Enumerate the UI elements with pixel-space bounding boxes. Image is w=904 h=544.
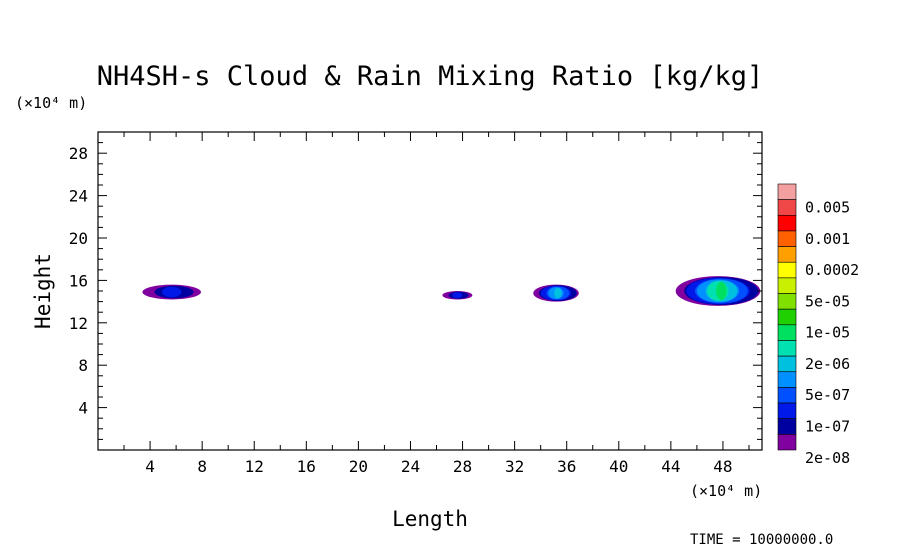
x-tick-label: 28 <box>453 457 472 476</box>
y-tick-label: 8 <box>78 356 88 375</box>
x-tick-label: 44 <box>661 457 680 476</box>
y-tick-label: 24 <box>69 187 88 206</box>
colorbar-label: 5e-05 <box>805 292 850 310</box>
x-tick-label: 36 <box>557 457 576 476</box>
x-tick-label: 12 <box>245 457 264 476</box>
x-tick-label: 40 <box>609 457 628 476</box>
x-tick-label: 32 <box>505 457 524 476</box>
colorbar-swatch <box>777 214 797 232</box>
colorbar-swatch <box>777 277 797 294</box>
colorbar-label: 1e-07 <box>805 418 850 436</box>
colorbar-swatch <box>777 199 797 216</box>
colorbar-label: 0.001 <box>805 230 850 248</box>
colorbar-swatch <box>777 355 797 373</box>
colorbar-label: 2e-08 <box>805 449 850 467</box>
colorbar-swatch <box>777 230 797 247</box>
time-label: TIME = 10000000.0 <box>690 532 833 544</box>
colorbar-swatch <box>777 246 797 263</box>
chart-title: NH4SH-s Cloud & Rain Mixing Ratio [kg/kg… <box>97 61 763 92</box>
y-axis-title: Height <box>31 253 55 329</box>
x-tick-label: 8 <box>197 457 207 476</box>
y-tick-label: 28 <box>69 144 88 163</box>
colorbar-label: 1e-05 <box>805 324 850 342</box>
colorbar-swatch <box>777 434 797 451</box>
cloud-contour <box>554 287 562 299</box>
colorbar-swatch <box>777 418 797 435</box>
colorbar-swatch <box>777 293 797 310</box>
y-tick-label: 16 <box>69 271 88 290</box>
colorbar-swatch <box>777 371 797 388</box>
colorbar-swatch <box>777 402 797 420</box>
y-tick-label: 20 <box>69 229 88 248</box>
x-tick-label: 48 <box>713 457 732 476</box>
colorbar-label: 0.005 <box>805 198 850 216</box>
colorbar-swatch <box>777 340 797 357</box>
x-tick-label: 16 <box>297 457 316 476</box>
x-axis-unit: (×10⁴ m) <box>690 482 762 500</box>
colorbar-swatch <box>777 324 797 341</box>
colorbar-label: 0.0002 <box>805 261 859 279</box>
cloud-contour <box>161 286 182 298</box>
colorbar-swatch <box>777 183 797 200</box>
x-tick-label: 4 <box>145 457 155 476</box>
x-tick-label: 20 <box>349 457 368 476</box>
x-axis: 4 8 12 16 20 24 28 32 36 40 44 48 <box>123 132 750 476</box>
y-axis-unit: (×10⁴ m) <box>15 94 87 112</box>
colorbar-swatch <box>777 308 797 326</box>
y-tick-label: 12 <box>69 314 88 333</box>
cloud-contour <box>716 282 727 300</box>
cloud-contour <box>452 292 463 299</box>
y-axis: 4 8 12 16 20 24 28 <box>69 142 762 440</box>
colorbar-label: 2e-06 <box>805 355 850 373</box>
colorbar-swatch <box>777 261 797 279</box>
colorbar-swatch <box>777 387 797 404</box>
colorbar-label: 5e-07 <box>805 386 850 404</box>
cloud-regions <box>142 276 761 306</box>
x-axis-title: Length <box>392 507 468 531</box>
y-tick-label: 4 <box>78 399 88 418</box>
x-tick-label: 24 <box>401 457 420 476</box>
colorbar: 0.005 0.001 0.0002 5e-05 1e-05 2e-06 5e-07 1e-0… <box>777 183 859 467</box>
